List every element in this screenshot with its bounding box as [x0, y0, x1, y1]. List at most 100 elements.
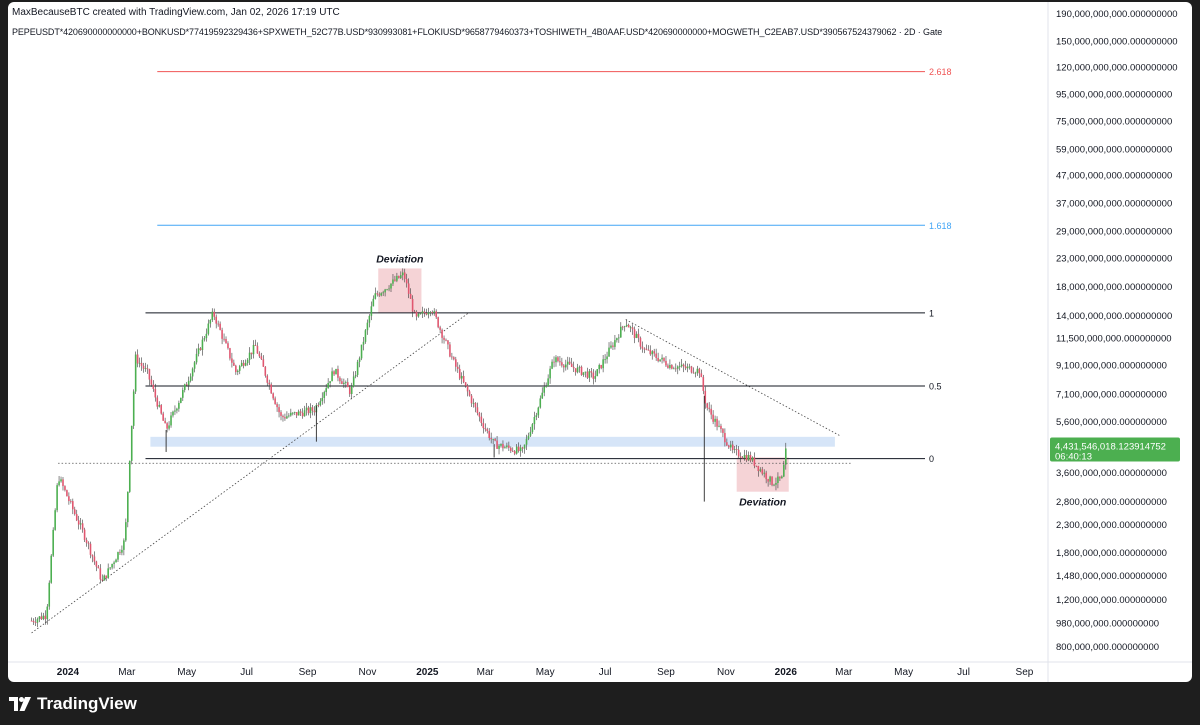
- price-axis-label: 37,000,000,000.000000000: [1056, 198, 1172, 209]
- candle-body: [781, 476, 783, 479]
- candle-body: [352, 376, 355, 387]
- price-axis-label: 9,100,000,000.000000000: [1056, 361, 1167, 372]
- candle-body: [480, 416, 483, 424]
- candle-body: [553, 361, 555, 363]
- candle-body: [557, 357, 559, 362]
- candle-body: [462, 375, 465, 383]
- candle-body: [268, 382, 271, 385]
- candle-body: [174, 410, 176, 412]
- candle-body: [339, 377, 341, 382]
- candle-body: [215, 316, 217, 324]
- price-chart[interactable]: 2.618 1.618 1 0.5 0 Deviation Deviation 190,000…: [8, 2, 1192, 682]
- candle-body: [651, 351, 654, 355]
- price-axis-label: 7,100,000,000.000000000: [1056, 389, 1167, 400]
- candle-body: [164, 420, 166, 424]
- time-axis-label: May: [536, 667, 555, 678]
- candle-body: [48, 582, 51, 607]
- fib-level-label: 0.5: [929, 382, 942, 392]
- candle-body: [659, 359, 661, 362]
- candle-body: [297, 411, 300, 416]
- candle-body: [757, 466, 760, 472]
- candle-body: [72, 501, 74, 510]
- time-axis-label: 2024: [57, 667, 80, 678]
- candle-body: [515, 446, 518, 454]
- candle-body: [274, 398, 276, 405]
- price-axis-label: 1,200,000,000.000000000: [1056, 595, 1167, 606]
- candle-body: [637, 333, 640, 338]
- candle-body: [618, 337, 620, 339]
- candle-body: [502, 443, 504, 449]
- candle-body: [667, 365, 669, 368]
- candle-body: [714, 418, 716, 422]
- candle-body: [105, 575, 108, 579]
- tradingview-brand[interactable]: TradingView: [9, 694, 137, 714]
- candle-body: [40, 616, 43, 620]
- candle-body: [119, 552, 121, 553]
- candle-body: [710, 408, 712, 415]
- candle-body: [494, 438, 496, 441]
- candle-body: [128, 460, 131, 492]
- candle-body: [132, 391, 135, 426]
- candle-body: [773, 484, 775, 486]
- candle-body: [568, 361, 571, 364]
- candle-body: [360, 344, 363, 359]
- candle-body: [521, 447, 524, 449]
- deviation-box: [736, 457, 789, 492]
- candle-body: [614, 340, 616, 347]
- price-axis-label: 1,480,000,000.000000000: [1056, 571, 1167, 582]
- candle-body: [753, 457, 756, 466]
- candle-body: [745, 454, 748, 461]
- candle-body: [458, 368, 461, 379]
- candle-body: [472, 402, 475, 404]
- candle-body: [415, 311, 418, 317]
- price-axis-label: 47,000,000,000.000000000: [1056, 171, 1172, 182]
- candle-body: [504, 447, 506, 449]
- candle-body: [140, 362, 143, 366]
- candle-body: [58, 481, 60, 486]
- candle-body: [551, 361, 553, 369]
- candle-body: [103, 575, 106, 581]
- candle-body: [600, 364, 602, 369]
- candle-body: [64, 486, 66, 491]
- candle-body: [380, 293, 382, 296]
- candle-body: [95, 561, 98, 567]
- candle-body: [488, 430, 491, 439]
- symbol-description: PEPEUSDT*420690000000000+BONKUSD*7741959…: [12, 27, 943, 37]
- candle-body: [409, 293, 412, 299]
- price-axis-label: 800,000,000.000000000: [1056, 642, 1159, 653]
- candle-body: [523, 444, 526, 449]
- candle-body: [456, 366, 459, 369]
- candle-body: [73, 509, 76, 515]
- candle-body: [254, 344, 257, 346]
- candle-body: [260, 356, 263, 360]
- deviation-label: Deviation: [376, 253, 423, 265]
- time-axis-label: Nov: [359, 667, 377, 678]
- candle-body: [191, 368, 194, 377]
- candle-body: [36, 619, 39, 623]
- candle-body: [325, 388, 327, 393]
- candle-body: [739, 456, 742, 458]
- fib-level-label: 1: [929, 308, 934, 318]
- time-axis-label: Sep: [1016, 667, 1034, 678]
- candle-body: [439, 327, 441, 330]
- candle-body: [343, 382, 345, 385]
- candle-body: [364, 330, 367, 342]
- candle-body: [513, 451, 516, 454]
- candle-body: [476, 407, 479, 413]
- candle-body: [382, 292, 384, 294]
- candle-body: [329, 381, 331, 384]
- candle-body: [533, 416, 536, 425]
- candle-body: [121, 549, 123, 553]
- candle-body: [193, 362, 196, 369]
- candle-body: [374, 293, 377, 299]
- candle-body: [427, 312, 430, 315]
- candle-body: [213, 311, 216, 317]
- candle-body: [319, 401, 322, 406]
- candle-body: [572, 366, 575, 369]
- candle-body: [211, 311, 214, 321]
- candle-body: [470, 395, 473, 404]
- candle-body: [284, 417, 286, 419]
- candle-body: [655, 353, 657, 358]
- candle-body: [671, 365, 673, 369]
- candle-body: [185, 384, 188, 386]
